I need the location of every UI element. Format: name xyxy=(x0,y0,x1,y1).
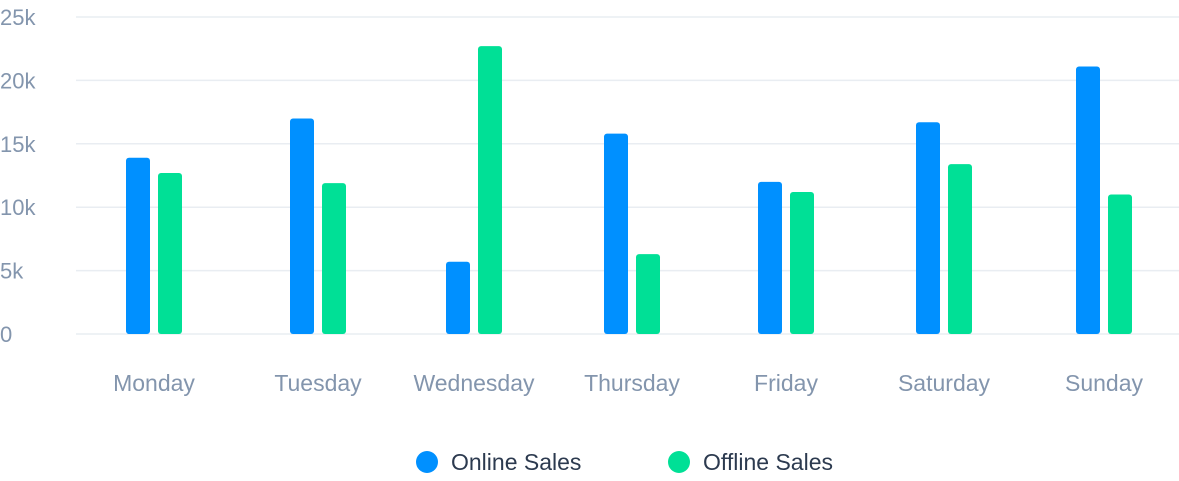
legend-marker xyxy=(416,451,438,473)
bars xyxy=(126,46,1132,335)
bar xyxy=(1076,66,1100,335)
legend-label: Online Sales xyxy=(451,449,581,475)
legend: Online Sales Offline Sales xyxy=(416,449,833,475)
bar xyxy=(604,133,628,334)
y-tick-label: 0 xyxy=(0,322,12,347)
y-tick-label: 5k xyxy=(0,259,24,284)
bar xyxy=(158,172,182,334)
legend-label: Offline Sales xyxy=(703,449,833,475)
y-tick-label: 20k xyxy=(0,68,36,93)
x-tick-label: Sunday xyxy=(1065,370,1144,396)
bar xyxy=(916,122,940,334)
y-tick-label: 10k xyxy=(0,195,36,220)
bar xyxy=(790,191,814,334)
legend-item[interactable]: Online Sales xyxy=(416,449,581,475)
legend-item[interactable]: Offline Sales xyxy=(668,449,833,475)
bar xyxy=(126,157,150,334)
x-tick-label: Wednesday xyxy=(413,370,535,396)
bar xyxy=(322,183,346,334)
legend-marker xyxy=(668,451,690,473)
y-axis: 0 5k 10k 15k 20k 25k xyxy=(0,5,36,347)
bar xyxy=(636,254,660,334)
x-tick-label: Friday xyxy=(754,370,818,396)
x-tick-label: Thursday xyxy=(584,370,680,396)
bar xyxy=(948,164,972,334)
bar xyxy=(478,46,502,334)
y-tick-label: 25k xyxy=(0,5,36,30)
x-tick-label: Saturday xyxy=(898,370,991,396)
bar xyxy=(446,261,470,334)
bar xyxy=(758,181,782,334)
x-axis: Monday Tuesday Wednesday Thursday Friday Satu… xyxy=(113,370,1143,396)
bar xyxy=(290,118,314,334)
x-tick-label: Tuesday xyxy=(274,370,362,396)
bar xyxy=(1108,194,1132,334)
x-tick-label: Monday xyxy=(113,370,195,396)
y-tick-label: 15k xyxy=(0,132,36,157)
